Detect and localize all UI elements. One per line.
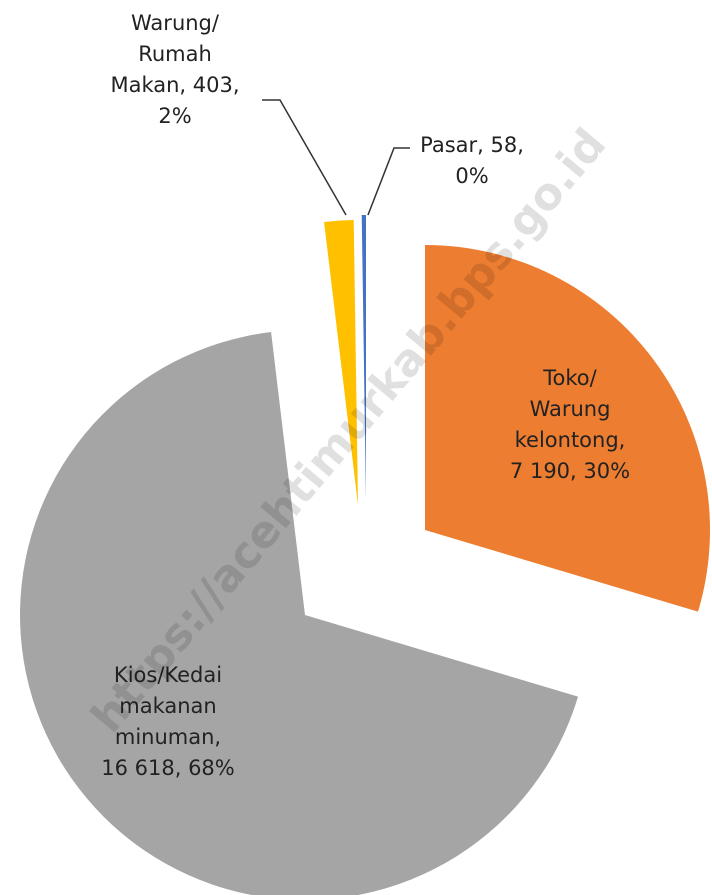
leader-line <box>367 147 410 216</box>
pie-slice <box>361 215 366 500</box>
slice-label: minuman, <box>115 725 221 749</box>
slice-label: Pasar, 58, <box>420 133 524 157</box>
pie-slice <box>324 220 358 505</box>
leader-line <box>262 99 347 216</box>
slice-label: 7 190, 30% <box>510 459 630 483</box>
slice-label: kelontong, <box>515 428 626 452</box>
slice-label: Makan, 403, <box>110 73 239 97</box>
slice-label: Warung <box>530 397 611 421</box>
slice-label: 0% <box>455 164 488 188</box>
slice-label: Toko/ <box>542 366 597 390</box>
pie-slice <box>20 332 579 895</box>
slice-label: Kios/Kedai <box>114 663 222 687</box>
slice-label: Rumah <box>138 42 212 66</box>
pie-slice <box>425 245 710 612</box>
slice-label: 2% <box>158 104 191 128</box>
slice-label: 16 618, 68% <box>101 756 235 780</box>
slice-label: Warung/ <box>131 11 220 35</box>
slice-label: makanan <box>119 694 216 718</box>
